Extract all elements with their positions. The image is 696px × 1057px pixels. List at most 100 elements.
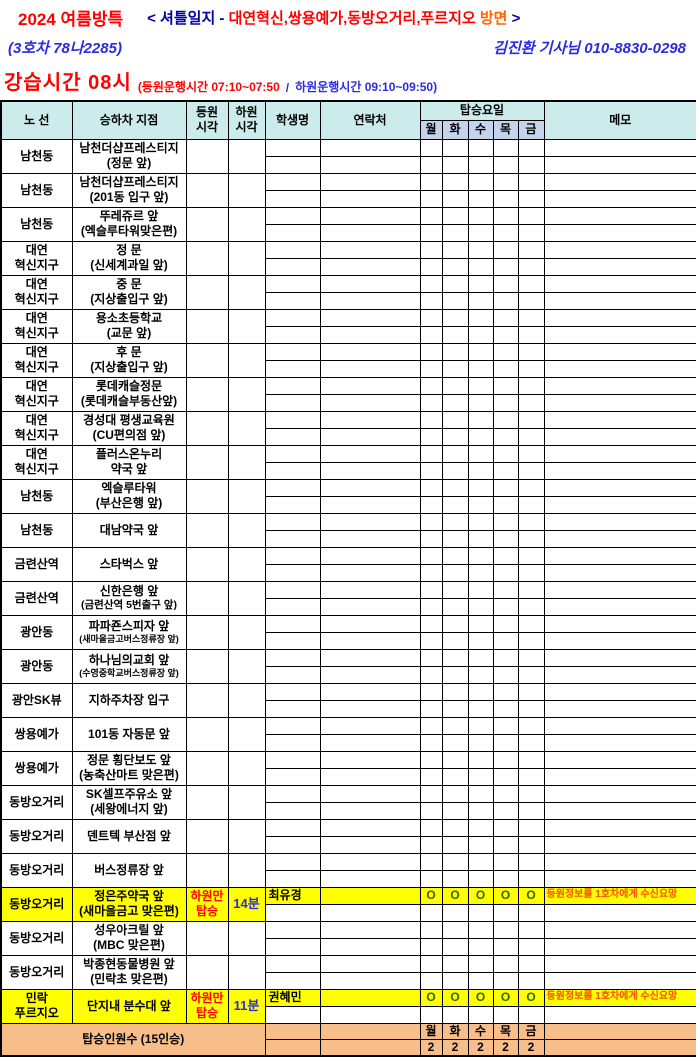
- day-mark-cell: [517, 682, 545, 701]
- stop-cell: 정문 횡단보도 앞 (농축산마트 맞은편): [71, 750, 187, 786]
- day-mark-cell: [517, 410, 545, 429]
- stop-row-second-seat: [1, 937, 696, 956]
- contact-cell: [319, 512, 421, 531]
- day-mark-cell: [467, 325, 494, 344]
- day-mark-cell: [441, 733, 469, 752]
- bracket-close: >: [507, 9, 521, 27]
- stop-name: 대남약국 앞: [99, 522, 159, 537]
- day-mark-cell: O: [517, 988, 545, 1007]
- day-mark-cell: [492, 937, 519, 956]
- day-mark-cell: [419, 257, 443, 276]
- day-mark-cell: O: [441, 886, 469, 905]
- day-mark-cell: [419, 750, 443, 769]
- summary-label: 탑승인원수 (15인승): [0, 1022, 266, 1056]
- stop-cell: 엑슬루타워 (부산은행 앞): [71, 478, 187, 514]
- summary-day-wed: 수: [467, 1022, 494, 1040]
- day-mark-cell: [517, 325, 545, 344]
- contact-cell: [319, 818, 421, 837]
- memo-cell: [543, 478, 696, 497]
- pickup-time-cell: [185, 512, 229, 548]
- stop-name: 파파죤스피자 앞: [88, 618, 170, 633]
- dropoff-time-cell: [227, 682, 266, 718]
- day-mark-cell: [419, 206, 443, 225]
- day-mark-cell: [517, 648, 545, 667]
- day-mark-cell: [492, 393, 519, 412]
- day-mark-cell: [492, 648, 519, 667]
- day-mark-cell: [492, 138, 519, 157]
- student-cell: [264, 206, 321, 225]
- day-mark-cell: O: [467, 886, 494, 905]
- stop-detail: (교문 앞): [106, 326, 152, 340]
- day-mark-cell: [419, 325, 443, 344]
- memo-cell: [543, 1005, 696, 1024]
- log-label: 셔틀일지 -: [160, 9, 229, 27]
- day-mark-cell: [441, 801, 469, 820]
- day-mark-cell: O: [492, 886, 519, 905]
- time-separator: /: [285, 81, 290, 95]
- day-mark-cell: [419, 546, 443, 565]
- contact-cell: [319, 631, 421, 650]
- day-mark-cell: [517, 138, 545, 157]
- memo-cell: [543, 393, 696, 412]
- contact-cell: [319, 546, 421, 565]
- stop-cell: 성우아크릴 앞 (MBC 맞은편): [71, 920, 187, 956]
- day-mark-cell: [517, 529, 545, 548]
- route-cell: 금련산역: [0, 580, 73, 616]
- stop-row-second-seat: [1, 529, 696, 548]
- day-mark-cell: [517, 563, 545, 582]
- day-mark-cell: [441, 818, 469, 837]
- student-cell: [264, 920, 321, 939]
- route-cell: 동방오거리: [0, 784, 73, 820]
- day-mark-cell: [492, 597, 519, 616]
- contact-cell: [319, 971, 421, 990]
- summary-contact-cell: [319, 1038, 421, 1056]
- route-cell: 남천동: [0, 206, 73, 242]
- stop-cell: 플러스온누리 약국 앞: [71, 444, 187, 480]
- memo-cell: [543, 699, 696, 718]
- stop-detail: (수영중학교버스정류장 앞): [79, 667, 179, 678]
- day-mark-cell: [441, 138, 469, 157]
- dropoff-time-cell: [227, 172, 266, 208]
- day-mark-cell: [419, 478, 443, 497]
- day-mark-cell: [441, 444, 469, 463]
- stop-detail: (MBC 맞은편): [93, 938, 165, 952]
- contact-cell: [319, 529, 421, 548]
- day-mark-cell: [492, 546, 519, 565]
- student-cell: [264, 1005, 321, 1024]
- day-mark-cell: [441, 172, 469, 191]
- contact-cell: [319, 138, 421, 157]
- day-mark-cell: [467, 155, 494, 174]
- dropoff-time-cell: [227, 580, 266, 616]
- contact-cell: [319, 376, 421, 395]
- student-cell: [264, 648, 321, 667]
- day-mark-cell: [517, 172, 545, 191]
- stop-row: 대연 혁신지구 정 문 (신세계과일 앞): [0, 240, 696, 276]
- day-mark-cell: [419, 835, 443, 854]
- contact-cell: [319, 937, 421, 956]
- day-mark-cell: [441, 750, 469, 769]
- day-mark-cell: [419, 903, 443, 922]
- memo-cell: 등원정보를 1호차에게 수신요망: [543, 886, 696, 905]
- day-mark-cell: [517, 546, 545, 565]
- contact-cell: [319, 784, 421, 803]
- student-cell: [264, 478, 321, 497]
- day-mark-cell: [517, 461, 545, 480]
- contact-cell: [319, 206, 421, 225]
- day-mark-cell: [517, 1005, 545, 1024]
- day-mark-cell: [419, 937, 443, 956]
- day-mark-cell: [517, 971, 545, 990]
- contact-cell: [319, 954, 421, 973]
- day-mark-cell: [517, 954, 545, 973]
- stop-row: 동방오거리 덴트텍 부산점 앞: [0, 818, 696, 854]
- student-cell: [264, 937, 321, 956]
- day-mark-cell: [441, 954, 469, 973]
- contact-cell: [319, 886, 421, 905]
- student-cell: [264, 274, 321, 293]
- day-mark-cell: [441, 716, 469, 735]
- stop-detail: (엑슬루타워맞은편): [80, 224, 178, 238]
- day-mark-cell: [419, 342, 443, 361]
- day-mark-cell: [441, 410, 469, 429]
- pickup-time-cell: [185, 308, 229, 344]
- day-mark-cell: [492, 155, 519, 174]
